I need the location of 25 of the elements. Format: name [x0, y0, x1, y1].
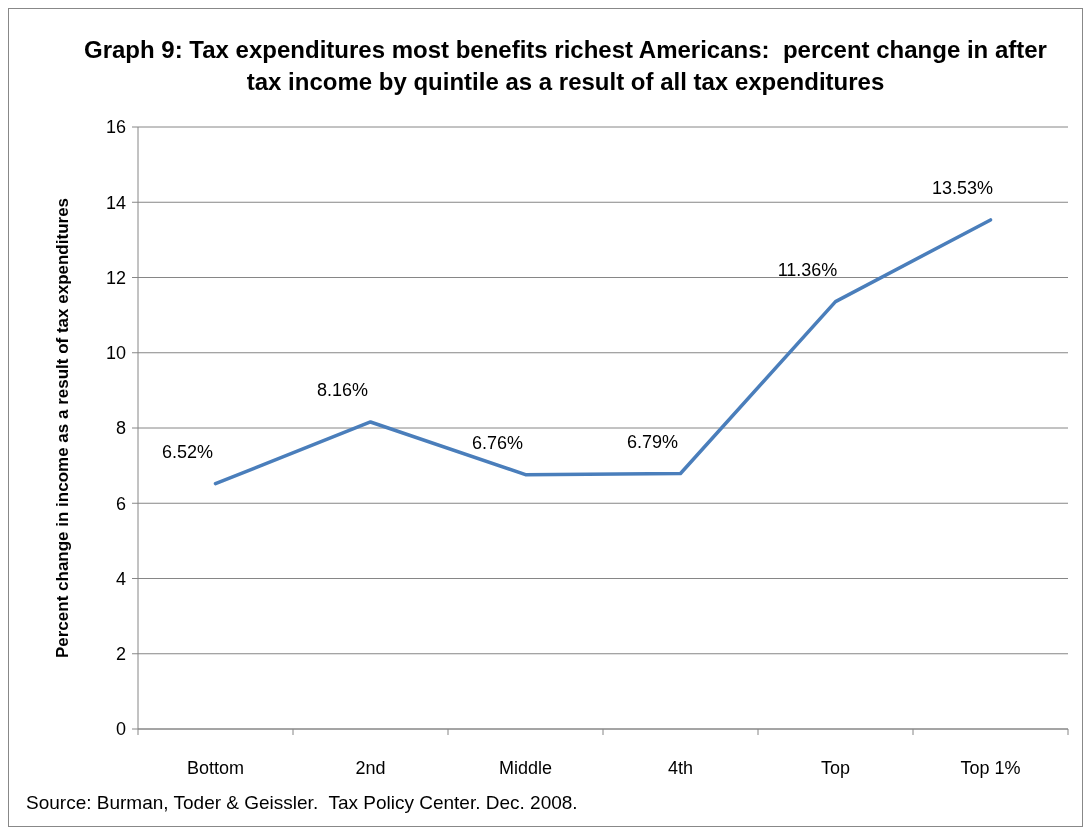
x-tick-label: Bottom [186, 758, 245, 778]
y-tick-label: 10 [105, 343, 126, 364]
x-tick-label: 4th [667, 758, 694, 778]
y-tick-label: 16 [105, 117, 126, 138]
data-label: 13.53% [931, 177, 994, 198]
y-tick-label: 6 [115, 493, 126, 514]
chart-title: Graph 9: Tax expenditures most benefits richest Americans: percent change in after tax income by quintile as a result of all tax expenditures [84, 36, 1047, 95]
x-tick-label: Top 1% [960, 758, 1021, 778]
y-tick-label: 2 [115, 644, 126, 665]
data-label: 8.16% [316, 379, 369, 400]
x-tick-label: 2nd [355, 758, 386, 778]
source-note: Source: Burman, Toder & Geissler. Tax Policy Center. Dec. 2008. [26, 792, 578, 813]
y-tick-label: 14 [105, 192, 126, 213]
line-series [213, 218, 993, 486]
data-label: 11.36% [777, 259, 838, 280]
data-label: 6.52% [161, 441, 214, 462]
data-label: 6.79% [626, 431, 679, 452]
y-tick-label: 0 [115, 719, 126, 740]
y-tick-label: 12 [105, 267, 126, 288]
y-axis-title: Percent change in income as a result of tax expenditures [53, 197, 72, 659]
x-tick-label: Top [820, 758, 851, 778]
data-label: 6.76% [471, 432, 524, 453]
x-tick-label: Middle [498, 758, 553, 778]
y-tick-label: 8 [115, 418, 126, 439]
y-tick-label: 4 [115, 568, 126, 589]
